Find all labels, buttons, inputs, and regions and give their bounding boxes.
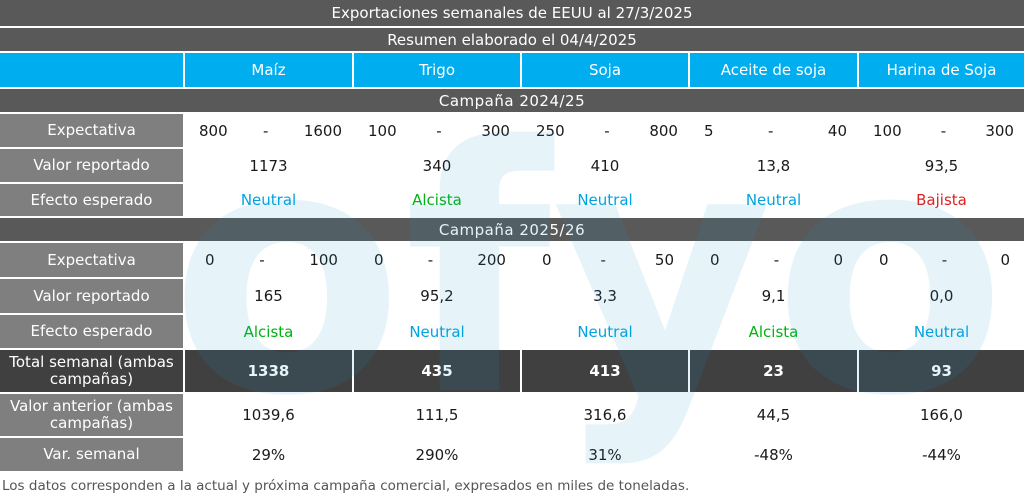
campaign-2025-26-header: Campaña 2025/26 xyxy=(0,218,1024,241)
reportado-aceite: 9,1 xyxy=(690,279,857,313)
footnote: Los datos corresponden a la actual y pró… xyxy=(2,478,690,494)
var-maiz: 29% xyxy=(185,438,352,471)
range-separator: - xyxy=(941,251,948,269)
row-label-valor-anterior: Valor anterior (ambas campañas) xyxy=(0,394,183,436)
efecto-aceite: Neutral xyxy=(690,184,857,216)
row-label-var-semanal: Var. semanal xyxy=(0,438,183,471)
range-separator: - xyxy=(427,251,434,269)
var-soja: 31% xyxy=(522,438,688,471)
range-max: 0 xyxy=(833,251,843,269)
range-separator: - xyxy=(263,121,269,140)
range-min: 0 xyxy=(879,251,889,269)
anterior-aceite: 44,5 xyxy=(690,394,857,436)
expectativa-range-soja: 0 - 50 xyxy=(522,243,688,277)
expectativa-range-harina: 100 - 300 xyxy=(859,114,1024,147)
range-min: 0 xyxy=(710,251,720,269)
reportado-aceite: 13,8 xyxy=(690,149,857,182)
var-aceite: -48% xyxy=(690,438,857,471)
row-label-valor-reportado: Valor reportado xyxy=(0,279,183,313)
range-max: 1600 xyxy=(303,121,342,140)
row-label-expectativa: Expectativa xyxy=(0,243,183,277)
reportado-soja: 3,3 xyxy=(522,279,688,313)
efecto-maiz: Neutral xyxy=(185,184,352,216)
row-label-total-semanal: Total semanal (ambas campañas) xyxy=(0,350,183,392)
expectativa-range-soja: 250 - 800 xyxy=(522,114,688,147)
column-header-soja: Soja xyxy=(522,53,688,87)
total-trigo: 435 xyxy=(354,350,520,392)
row-label-valor-reportado: Valor reportado xyxy=(0,149,183,182)
total-aceite: 23 xyxy=(690,350,857,392)
total-soja: 413 xyxy=(522,350,688,392)
reportado-soja: 410 xyxy=(522,149,688,182)
range-min: 0 xyxy=(542,251,552,269)
range-separator: - xyxy=(604,121,610,140)
total-maiz: 1338 xyxy=(185,350,352,392)
reportado-trigo: 340 xyxy=(354,149,520,182)
range-max: 0 xyxy=(1000,251,1010,269)
var-trigo: 290% xyxy=(354,438,520,471)
efecto-soja: Neutral xyxy=(522,184,688,216)
range-max: 300 xyxy=(481,121,510,140)
anterior-soja: 316,6 xyxy=(522,394,688,436)
column-header-trigo: Trigo xyxy=(354,53,520,87)
campaign-2024-25-header: Campaña 2024/25 xyxy=(0,89,1024,112)
column-header-harina-de-soja: Harina de Soja xyxy=(859,53,1024,87)
reportado-trigo: 95,2 xyxy=(354,279,520,313)
column-header-maiz: Maíz xyxy=(185,53,352,87)
range-separator: - xyxy=(436,121,442,140)
row-label-efecto-esperado: Efecto esperado xyxy=(0,315,183,348)
range-separator: - xyxy=(768,121,774,140)
range-separator: - xyxy=(259,251,265,269)
anterior-trigo: 111,5 xyxy=(354,394,520,436)
expectativa-range-maiz: 0 - 100 xyxy=(185,243,352,277)
range-max: 800 xyxy=(649,121,678,140)
range-min: 0 xyxy=(205,251,215,269)
efecto-maiz: Alcista xyxy=(185,315,352,348)
expectativa-range-trigo: 0 - 200 xyxy=(354,243,520,277)
range-max: 40 xyxy=(827,121,847,140)
range-separator: - xyxy=(773,251,780,269)
table-title: Exportaciones semanales de EEUU al 27/3/… xyxy=(0,0,1024,26)
range-separator: - xyxy=(600,251,606,269)
total-harina: 93 xyxy=(859,350,1024,392)
expectativa-range-harina: 0 - 0 xyxy=(859,243,1024,277)
column-header-aceite-de-soja: Aceite de soja xyxy=(690,53,857,87)
row-label-expectativa: Expectativa xyxy=(0,114,183,147)
efecto-aceite: Alcista xyxy=(690,315,857,348)
var-harina: -44% xyxy=(859,438,1024,471)
range-min: 100 xyxy=(873,121,902,140)
reportado-harina: 0,0 xyxy=(859,279,1024,313)
range-separator: - xyxy=(940,121,947,140)
efecto-trigo: Alcista xyxy=(354,184,520,216)
range-max: 300 xyxy=(985,121,1014,140)
efecto-soja: Neutral xyxy=(522,315,688,348)
anterior-harina: 166,0 xyxy=(859,394,1024,436)
efecto-harina: Neutral xyxy=(859,315,1024,348)
range-max: 50 xyxy=(654,251,674,269)
header-corner xyxy=(0,53,183,87)
table-subtitle: Resumen elaborado el 04/4/2025 xyxy=(0,28,1024,51)
anterior-maiz: 1039,6 xyxy=(185,394,352,436)
range-min: 5 xyxy=(704,121,714,140)
range-max: 100 xyxy=(309,251,338,269)
range-min: 100 xyxy=(368,121,397,140)
efecto-harina: Bajista xyxy=(859,184,1024,216)
range-max: 200 xyxy=(477,251,506,269)
row-label-efecto-esperado: Efecto esperado xyxy=(0,184,183,216)
efecto-trigo: Neutral xyxy=(354,315,520,348)
reportado-maiz: 165 xyxy=(185,279,352,313)
expectativa-range-aceite: 0 - 0 xyxy=(690,243,857,277)
expectativa-range-aceite: 5 - 40 xyxy=(690,114,857,147)
range-min: 250 xyxy=(536,121,565,140)
reportado-harina: 93,5 xyxy=(859,149,1024,182)
range-min: 0 xyxy=(374,251,384,269)
reportado-maiz: 1173 xyxy=(185,149,352,182)
range-min: 800 xyxy=(199,121,228,140)
expectativa-range-trigo: 100 - 300 xyxy=(354,114,520,147)
expectativa-range-maiz: 800 - 1600 xyxy=(185,114,352,147)
